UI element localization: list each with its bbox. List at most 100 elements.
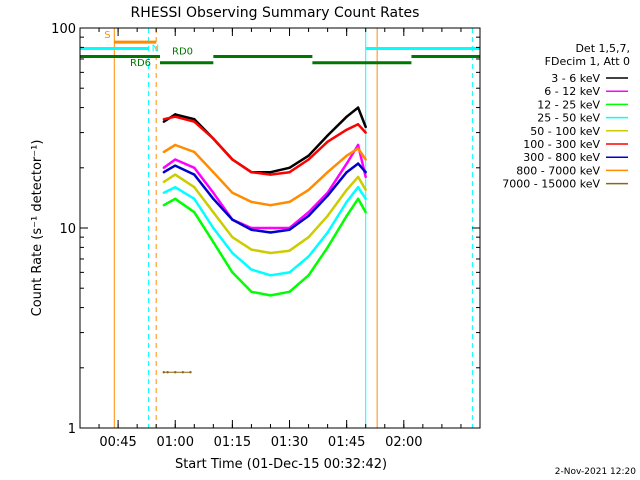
data-point-800-7000-kev-9 <box>326 171 329 174</box>
legend-label-50-100-kev: 50 - 100 keV <box>530 125 600 138</box>
data-point-6-12-kev-1 <box>174 158 177 161</box>
data-point-3-6-kev-2 <box>193 117 196 121</box>
data-point-3-6-kev-12 <box>364 125 367 129</box>
data-point-12-25-kev-8 <box>307 274 310 277</box>
data-point-3-6-kev-7 <box>288 166 291 169</box>
x-tick-label-01-30: 01:30 <box>271 435 308 450</box>
data-point-25-50-kev-1 <box>174 185 177 189</box>
state-bar-label-rd6: RD6 <box>130 58 151 69</box>
data-point-50-100-kev-9 <box>326 214 329 218</box>
data-point-7000-15000-kev-1 <box>166 371 169 374</box>
data-point-300-800-kev-2 <box>193 173 196 176</box>
data-point-50-100-kev-0 <box>162 180 166 184</box>
data-point-800-7000-kev-5 <box>250 200 253 204</box>
data-point-300-800-kev-10 <box>345 171 348 174</box>
data-point-50-100-kev-2 <box>193 185 196 189</box>
data-point-25-50-kev-2 <box>193 197 196 200</box>
data-point-50-100-kev-5 <box>250 248 253 251</box>
data-point-12-25-kev-10 <box>345 214 348 218</box>
x-axis-label: Start Time (01-Dec-15 00:32:42) <box>175 457 387 472</box>
data-point-7000-15000-kev-0 <box>162 371 166 374</box>
legend-header-line-1: Det 1,5,7, <box>575 42 630 55</box>
data-point-3-6-kev-11 <box>356 106 360 109</box>
data-point-300-800-kev-7 <box>288 228 291 231</box>
data-point-50-100-kev-4 <box>231 235 234 239</box>
data-point-50-100-kev-10 <box>345 188 348 192</box>
data-point-100-300-kev-12 <box>364 131 367 134</box>
data-point-25-50-kev-10 <box>345 200 348 204</box>
data-point-100-300-kev-4 <box>231 158 234 161</box>
data-point-100-300-kev-9 <box>326 140 329 143</box>
data-point-300-800-kev-9 <box>326 194 329 197</box>
data-point-100-300-kev-5 <box>250 171 253 174</box>
data-point-300-800-kev-8 <box>307 214 310 218</box>
data-point-12-25-kev-11 <box>356 197 360 200</box>
data-point-12-25-kev-12 <box>364 210 367 214</box>
data-point-300-800-kev-5 <box>250 228 253 231</box>
data-point-300-800-kev-6 <box>269 231 272 234</box>
legend-label-800-7000-kev: 800 - 7000 keV <box>516 164 600 177</box>
state-bar-label-s: S <box>104 30 110 41</box>
data-point-100-300-kev-10 <box>345 128 348 131</box>
data-point-800-7000-kev-12 <box>364 158 367 161</box>
data-point-12-25-kev-5 <box>250 290 253 293</box>
data-point-800-7000-kev-2 <box>193 150 196 154</box>
data-point-3-6-kev-0 <box>162 120 166 123</box>
data-point-3-6-kev-6 <box>269 171 272 174</box>
data-point-50-100-kev-11 <box>356 175 360 179</box>
data-point-3-6-kev-9 <box>326 134 329 137</box>
state-bar-label-n: N <box>152 43 159 54</box>
x-tick-label-01-15: 01:15 <box>214 435 251 450</box>
data-point-25-50-kev-12 <box>364 197 367 200</box>
data-point-800-7000-kev-1 <box>174 143 177 147</box>
y-tick-label-100: 100 <box>51 22 76 37</box>
data-point-6-12-kev-8 <box>307 210 310 214</box>
data-point-6-12-kev-0 <box>162 166 166 169</box>
x-tick-label-00-45: 00:45 <box>99 435 136 450</box>
data-point-25-50-kev-6 <box>269 274 272 277</box>
data-point-6-12-kev-10 <box>345 162 348 165</box>
data-point-800-7000-kev-3 <box>212 171 215 174</box>
chart-title: RHESSI Observing Summary Count Rates <box>131 5 420 21</box>
data-point-100-300-kev-7 <box>288 171 291 174</box>
y-axis-label: Count Rate (s⁻¹ detector⁻¹) <box>30 140 45 317</box>
data-point-100-300-kev-3 <box>212 137 215 140</box>
data-point-6-12-kev-12 <box>364 175 367 179</box>
data-point-300-800-kev-4 <box>231 218 234 221</box>
data-point-12-25-kev-7 <box>288 290 291 293</box>
data-point-100-300-kev-8 <box>307 158 310 161</box>
data-point-12-25-kev-0 <box>162 204 166 207</box>
legend-label-100-300-kev: 100 - 300 keV <box>523 138 600 151</box>
data-point-300-800-kev-0 <box>162 171 166 174</box>
legend-header-line-2: FDecim 1, Att 0 <box>545 55 630 68</box>
data-point-12-25-kev-9 <box>326 246 329 249</box>
data-point-6-12-kev-6 <box>269 226 272 230</box>
data-point-300-800-kev-12 <box>364 171 367 174</box>
plot-area: S N RD0 RD6 1 10 100 00:45 01:00 01:15 01:30 01:45 0… <box>51 22 481 450</box>
data-point-6-12-kev-11 <box>356 143 360 147</box>
data-point-100-300-kev-2 <box>193 120 196 123</box>
data-point-3-6-kev-10 <box>345 115 348 118</box>
data-point-12-25-kev-1 <box>174 197 177 200</box>
data-point-12-25-kev-2 <box>193 210 196 214</box>
data-point-25-50-kev-3 <box>212 226 215 230</box>
data-point-800-7000-kev-7 <box>288 200 291 204</box>
data-point-800-7000-kev-10 <box>345 154 348 157</box>
data-point-800-7000-kev-0 <box>162 150 166 154</box>
legend-label-300-800-kev: 300 - 800 keV <box>523 151 600 164</box>
data-point-300-800-kev-11 <box>356 162 360 165</box>
legend-label-12-25-kev: 12 - 25 keV <box>537 98 600 111</box>
data-point-6-12-kev-2 <box>193 166 196 169</box>
data-point-50-100-kev-8 <box>307 235 310 239</box>
data-point-100-300-kev-11 <box>356 123 360 126</box>
y-tick-label-10: 10 <box>59 222 76 237</box>
data-point-6-12-kev-3 <box>212 191 215 194</box>
legend-label-7000-15000-kev: 7000 - 15000 keV <box>502 178 600 191</box>
data-point-7000-15000-kev-4 <box>189 371 192 374</box>
x-tick-label-02-00: 02:00 <box>385 435 422 450</box>
timestamp: 2-Nov-2021 12:20 <box>555 467 637 477</box>
x-tick-label-01-45: 01:45 <box>328 435 365 450</box>
legend-label-3-6-kev: 3 - 6 keV <box>551 72 600 85</box>
